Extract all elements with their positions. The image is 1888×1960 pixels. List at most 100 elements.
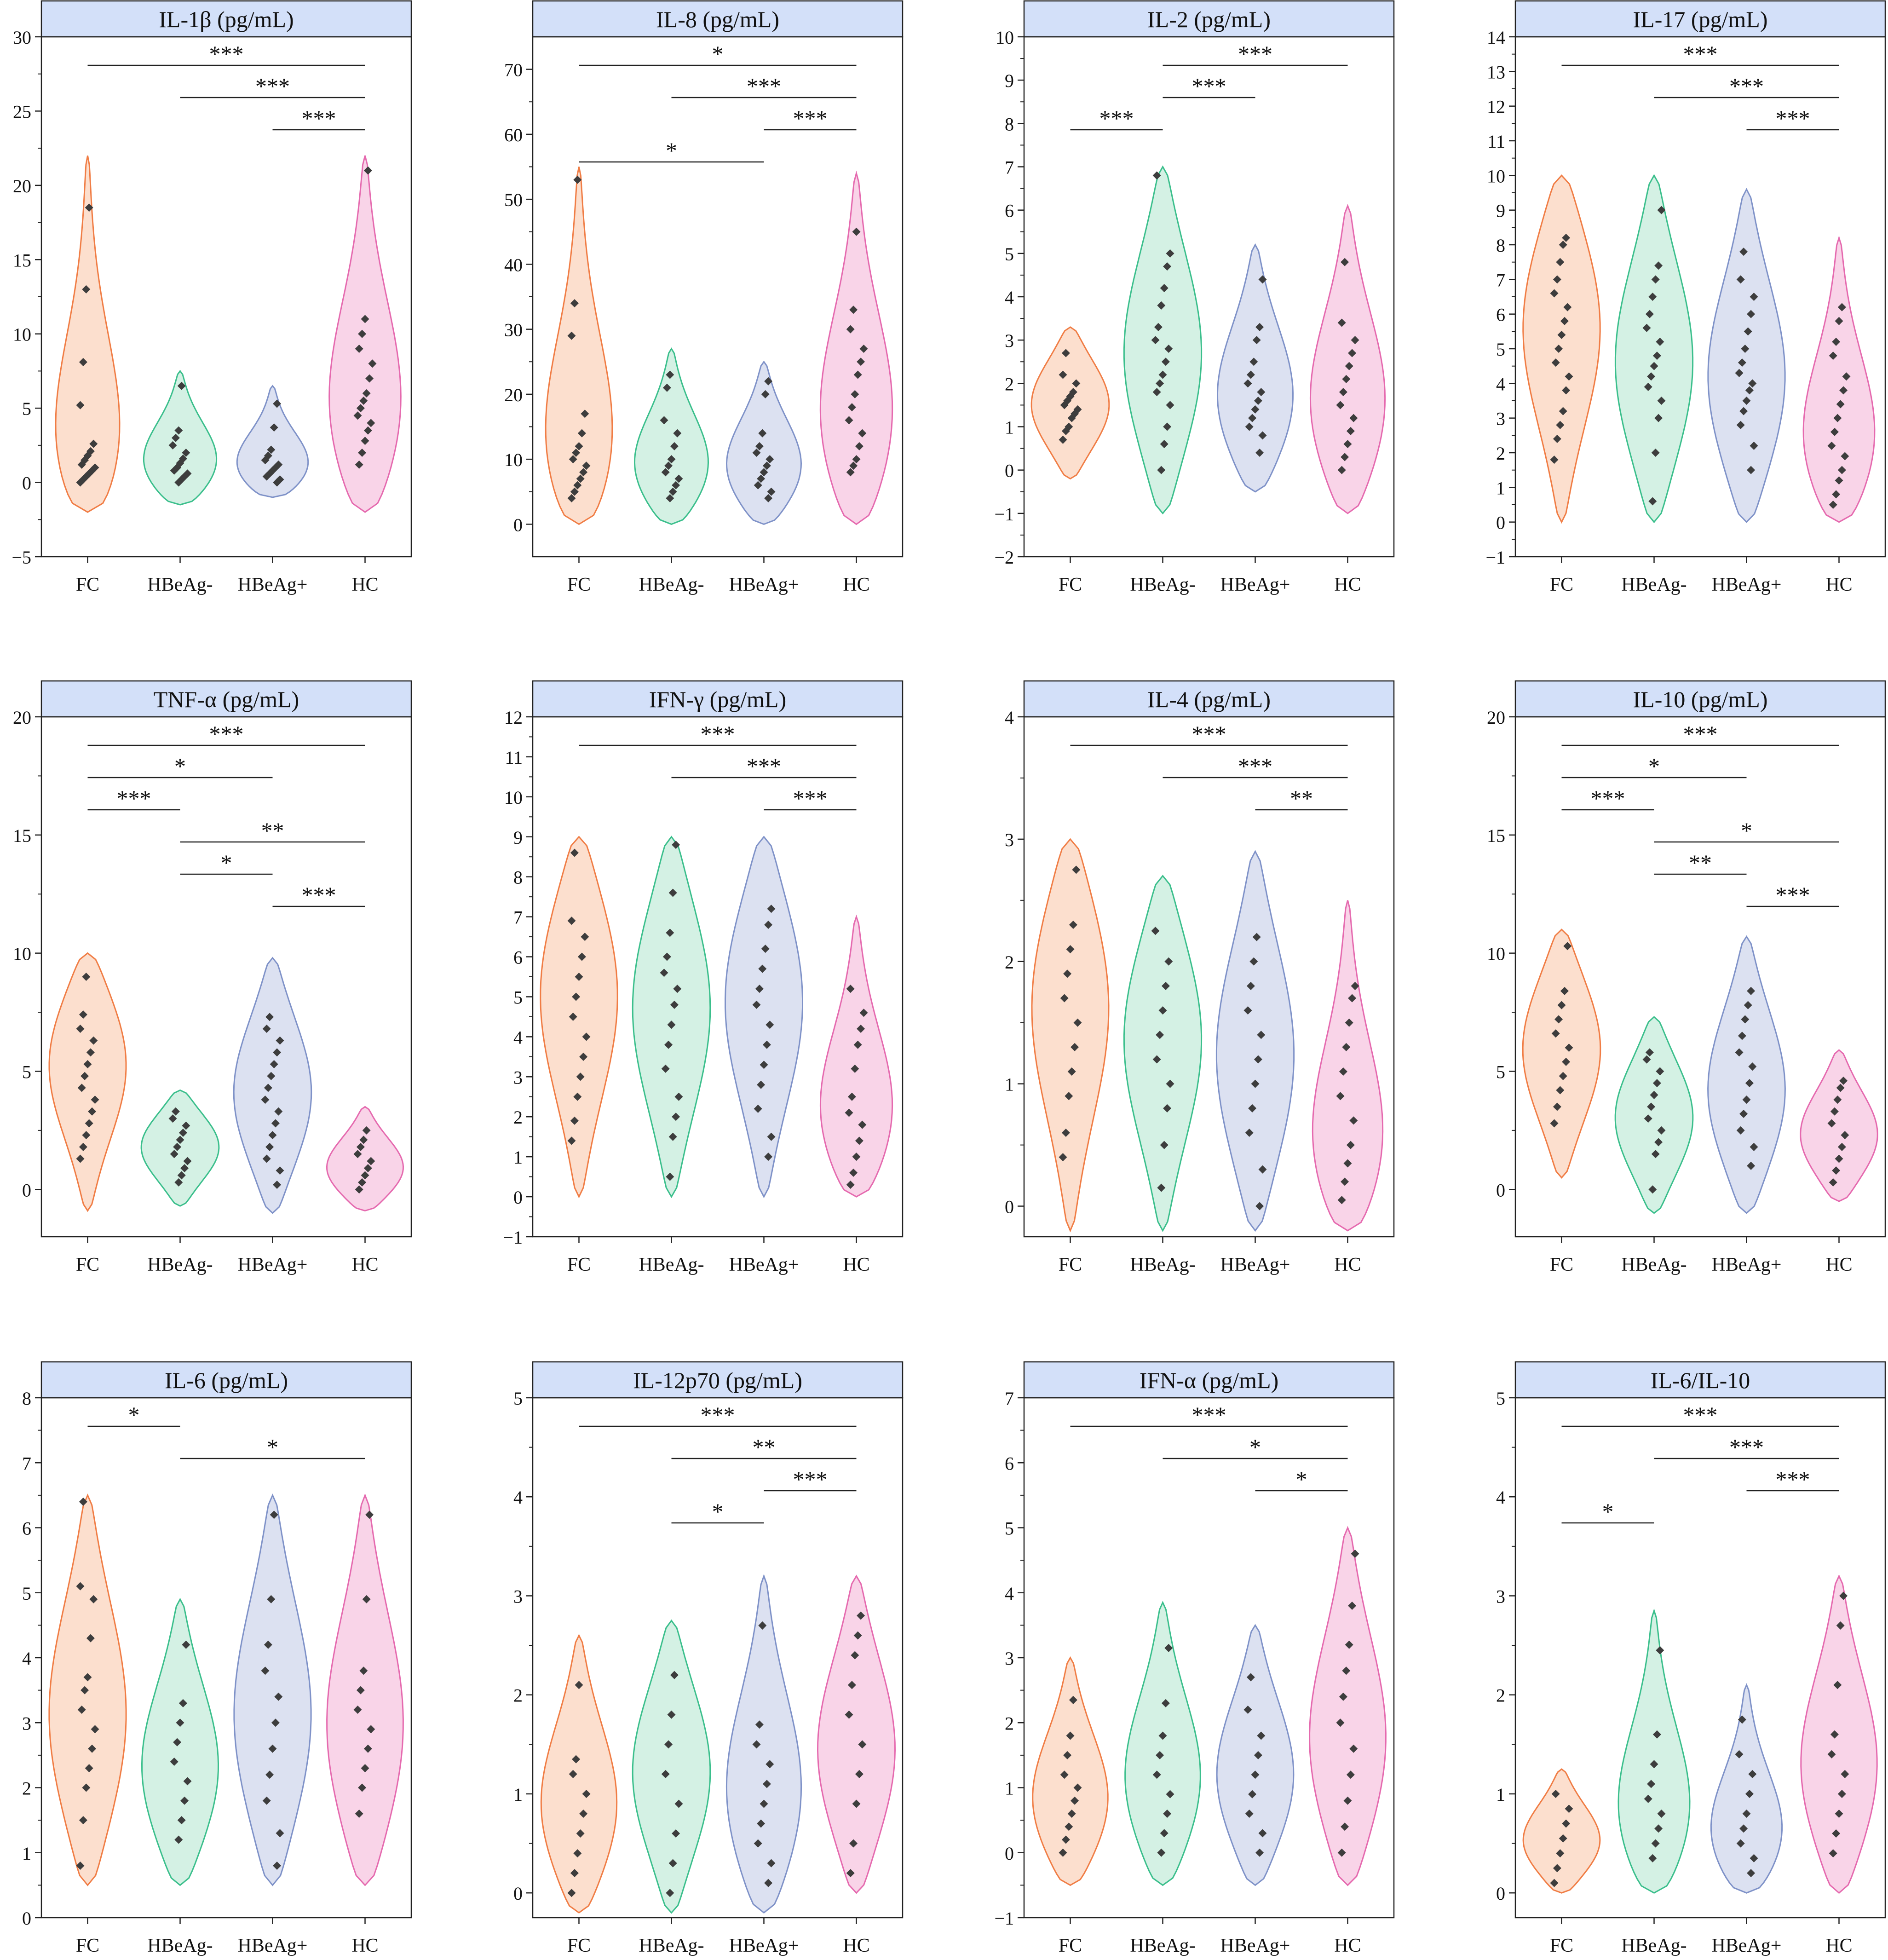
significance-label: ***	[209, 721, 244, 747]
violin-shape	[1030, 326, 1110, 480]
data-point	[358, 1783, 367, 1792]
data-point	[1651, 449, 1660, 457]
violin-shape	[326, 1493, 404, 1886]
y-tick-label: 10	[13, 324, 31, 345]
significance-label: ***	[1683, 721, 1718, 747]
y-tick-label: 0	[513, 1883, 523, 1904]
data-point	[1833, 414, 1842, 422]
data-point	[1152, 1770, 1161, 1779]
data-point	[851, 1651, 859, 1660]
data-point	[764, 377, 773, 386]
y-tick-label: 1	[1496, 1784, 1505, 1805]
data-point	[358, 449, 367, 457]
data-point	[1243, 379, 1252, 388]
data-point	[1342, 1043, 1351, 1051]
data-point	[1830, 1107, 1839, 1116]
x-tick-label: HBeAg-	[1130, 1254, 1195, 1275]
data-point	[1563, 303, 1572, 311]
data-point	[1829, 1178, 1837, 1187]
data-point	[353, 1150, 362, 1159]
significance-label: **	[261, 818, 284, 843]
x-tick-label: HBeAg+	[729, 1254, 799, 1275]
x-tick-label: FC	[1550, 1935, 1573, 1956]
significance-label: ***	[701, 721, 735, 747]
x-tick-label: HC	[1334, 1935, 1361, 1956]
data-point	[1348, 349, 1357, 357]
x-tick-label: HBeAg-	[639, 574, 704, 595]
data-point	[752, 1000, 761, 1009]
violin-shape	[540, 836, 618, 1199]
data-point	[1059, 1848, 1067, 1857]
data-point	[1249, 357, 1258, 366]
data-point	[581, 933, 589, 941]
x-tick-label: HBeAg+	[1220, 1935, 1290, 1956]
y-tick-label: 0	[1496, 1883, 1505, 1904]
data-point	[81, 1686, 89, 1695]
data-point	[271, 1119, 280, 1128]
data-point	[1560, 317, 1569, 325]
data-point	[76, 1862, 85, 1870]
data-point	[760, 468, 768, 477]
data-point	[1157, 1848, 1166, 1857]
data-point	[570, 487, 579, 496]
data-point	[1255, 323, 1264, 331]
x-tick-label: HC	[351, 1935, 378, 1956]
y-tick-label: 0	[513, 1187, 523, 1208]
chart-title: IFN-γ (pg/mL)	[649, 686, 786, 712]
data-point	[670, 442, 679, 450]
data-point	[1739, 407, 1748, 415]
data-point	[83, 1060, 92, 1069]
chart-panel: IL-1β (pg/mL) −5 0 5 10 15 20 25 30 FC HBeAg- HBeAg…	[12, 0, 412, 595]
violin-shape	[1312, 900, 1384, 1232]
data-point	[171, 433, 180, 442]
y-tick-label: 4	[1005, 1583, 1014, 1604]
data-point	[365, 1510, 374, 1519]
data-point	[1553, 1864, 1561, 1873]
data-point	[1067, 1810, 1076, 1818]
data-point	[173, 1142, 182, 1151]
data-point	[569, 1012, 577, 1021]
data-point	[1071, 1796, 1079, 1805]
y-tick-label: 0	[1005, 1843, 1014, 1864]
data-point	[761, 945, 770, 953]
data-point	[79, 1816, 87, 1825]
data-point	[672, 1113, 680, 1121]
data-point	[1642, 323, 1651, 332]
data-point	[666, 370, 674, 379]
y-tick-label: 6	[1005, 1453, 1014, 1474]
data-point	[852, 455, 861, 464]
x-tick-label: HC	[351, 1254, 378, 1275]
chart-title: IL-8 (pg/mL)	[656, 6, 779, 32]
data-point	[1562, 233, 1571, 242]
data-point	[672, 841, 680, 849]
data-point	[356, 1142, 365, 1151]
y-tick-label: 2	[1005, 374, 1014, 394]
data-point	[1345, 1018, 1353, 1027]
x-tick-label: HBeAg-	[1130, 574, 1195, 595]
data-point	[1073, 405, 1082, 414]
data-point	[1336, 1092, 1345, 1101]
data-point	[849, 1839, 858, 1848]
data-point	[1650, 362, 1658, 370]
data-point	[858, 1120, 867, 1129]
data-point	[1069, 921, 1077, 929]
data-point	[1652, 1079, 1661, 1088]
data-point	[1744, 327, 1752, 336]
significance-label: ***	[747, 753, 781, 779]
data-point	[1246, 981, 1255, 990]
y-tick-label: 3	[22, 1713, 31, 1734]
x-tick-label: HBeAg-	[1621, 574, 1687, 595]
data-point	[1563, 942, 1572, 951]
data-point	[268, 1131, 277, 1140]
significance-label: ***	[1192, 73, 1226, 99]
data-point	[661, 1064, 670, 1073]
data-point	[1066, 1731, 1075, 1740]
title-bar	[1023, 1361, 1395, 1399]
data-point	[1562, 386, 1571, 395]
y-tick-label: 25	[13, 101, 31, 122]
data-point	[362, 1126, 371, 1135]
data-point	[1343, 440, 1352, 449]
data-point	[1349, 414, 1358, 422]
data-point	[757, 474, 766, 483]
data-point	[88, 1744, 97, 1753]
